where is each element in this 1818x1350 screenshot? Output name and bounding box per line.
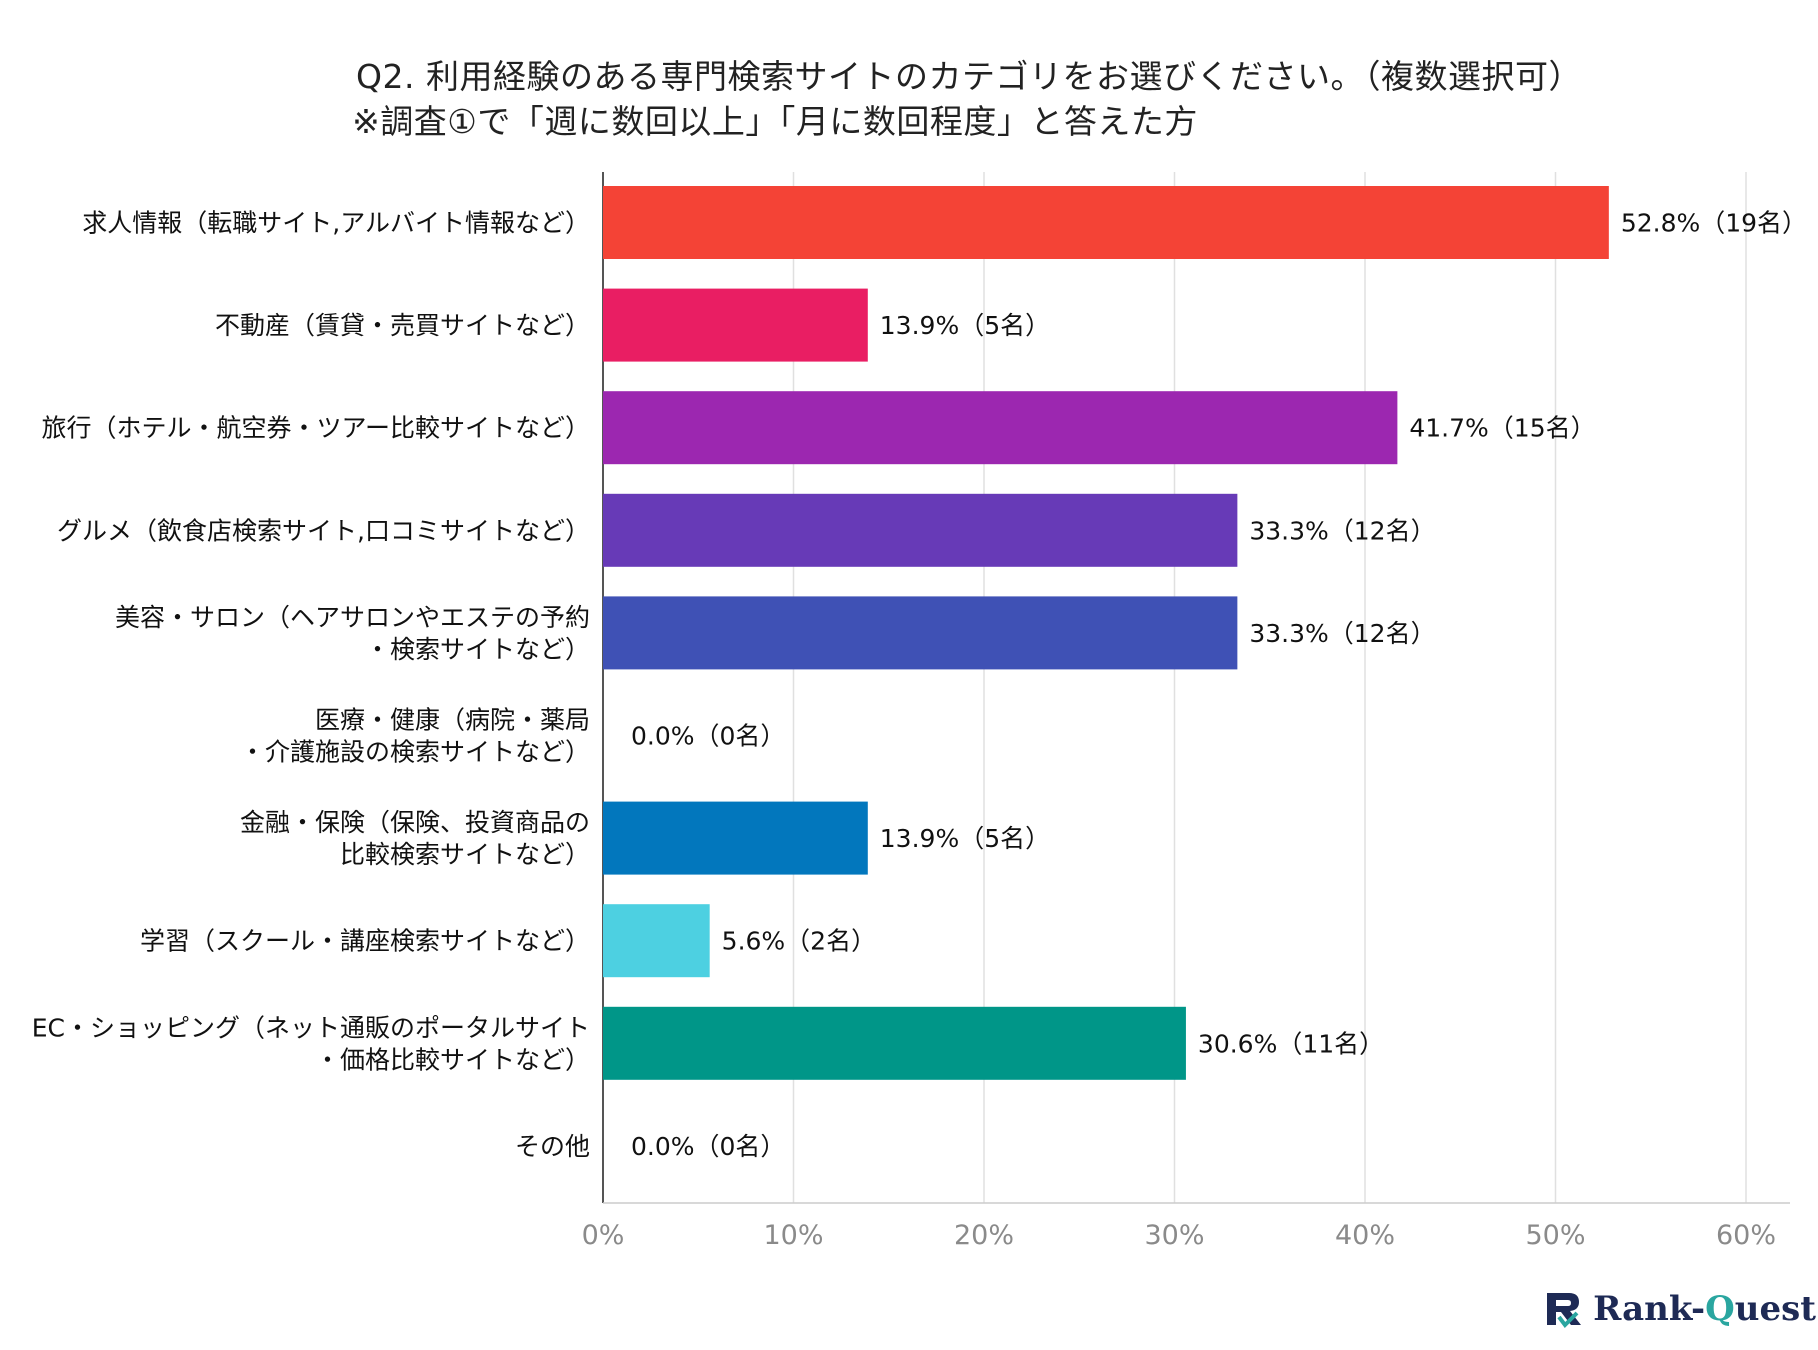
- data-label: 41.7%（15名）: [1409, 414, 1595, 443]
- x-tick-label: 60%: [1716, 1220, 1776, 1251]
- data-label: 0.0%（0名）: [631, 1132, 785, 1161]
- category-label: グルメ（飲食店検索サイト,口コミサイトなど）: [57, 516, 590, 545]
- category-label: 美容・サロン（ヘアサロンやエステの予約: [115, 603, 590, 632]
- category-label: その他: [515, 1132, 590, 1161]
- x-tick-label: 0%: [582, 1220, 625, 1251]
- category-label: 不動産（賃貸・売買サイトなど）: [215, 311, 590, 340]
- bar: [603, 1006, 1186, 1080]
- x-tick-label: 10%: [763, 1220, 823, 1251]
- x-tick-label: 20%: [954, 1220, 1014, 1251]
- data-label: 0.0%（0名）: [631, 722, 785, 751]
- bar: [603, 904, 710, 978]
- category-label: 比較検索サイトなど）: [340, 840, 590, 869]
- category-label: 旅行（ホテル・航空券・ツアー比較サイトなど）: [41, 414, 590, 443]
- x-tick-label: 40%: [1335, 1220, 1395, 1251]
- data-label: 13.9%（5名）: [880, 311, 1050, 340]
- category-label: ・介護施設の検索サイトなど）: [240, 738, 590, 767]
- x-tick-label: 50%: [1525, 1220, 1585, 1251]
- category-label: ・価格比較サイトなど）: [315, 1045, 590, 1074]
- category-label: 求人情報（転職サイト,アルバイト情報など）: [82, 209, 590, 238]
- bar: [603, 801, 868, 875]
- bar: [603, 186, 1609, 259]
- category-label: 金融・保険（保険、投資商品の: [240, 808, 590, 837]
- category-label: ・検索サイトなど）: [365, 635, 590, 664]
- bar: [603, 596, 1238, 670]
- category-label: 学習（スクール・講座検索サイトなど）: [140, 927, 590, 956]
- data-label: 13.9%（5名）: [880, 824, 1050, 853]
- chart-title-line1: Q2. 利用経験のある専門検索サイトのカテゴリをお選びください。（複数選択可）: [356, 57, 1582, 96]
- data-label: 33.3%（12名）: [1249, 619, 1435, 648]
- bar: [603, 288, 868, 362]
- data-label: 5.6%（2名）: [722, 927, 876, 956]
- category-label: EC・ショッピング（ネット通販のポータルサイト: [32, 1013, 590, 1042]
- rank-quest-logo: Rank-Quest: [1541, 1286, 1816, 1332]
- bar: [603, 391, 1398, 465]
- logo-text: Rank-Quest: [1593, 1289, 1816, 1329]
- chart-title-line2: ※調査①で「週に数回以上」「月に数回程度」と答えた方: [352, 102, 1198, 141]
- data-label: 30.6%（11名）: [1198, 1029, 1384, 1058]
- x-tick-label: 30%: [1144, 1220, 1204, 1251]
- category-label: 医療・健康（病院・薬局: [315, 706, 590, 735]
- logo-icon: [1547, 1293, 1582, 1329]
- bar: [603, 493, 1238, 567]
- data-label: 52.8%（19名）: [1621, 209, 1807, 238]
- data-label: 33.3%（12名）: [1249, 516, 1435, 545]
